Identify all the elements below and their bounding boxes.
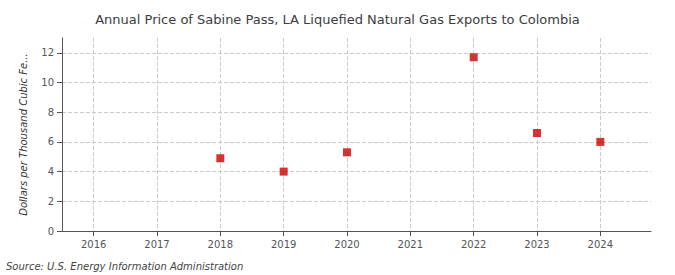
svg-text:Annual Price of Sabine Pass, L: Annual Price of Sabine Pass, LA Liquefie…	[95, 12, 580, 27]
svg-text:Source: U.S. Energy Informatio: Source: U.S. Energy Information Administ…	[6, 261, 243, 272]
svg-text:6: 6	[48, 136, 54, 147]
svg-text:8: 8	[48, 107, 54, 118]
svg-text:10: 10	[41, 77, 54, 88]
svg-text:2021: 2021	[398, 239, 423, 250]
svg-text:2: 2	[48, 196, 54, 207]
svg-text:2020: 2020	[334, 239, 359, 250]
svg-text:Dollars per Thousand Cubic Fe.: Dollars per Thousand Cubic Fe...	[18, 53, 29, 215]
svg-text:2019: 2019	[271, 239, 296, 250]
svg-text:2023: 2023	[524, 239, 549, 250]
svg-text:2022: 2022	[461, 239, 486, 250]
svg-text:0: 0	[48, 226, 54, 237]
svg-text:2024: 2024	[588, 239, 613, 250]
svg-text:2018: 2018	[208, 239, 233, 250]
svg-text:2017: 2017	[144, 239, 169, 250]
svg-text:12: 12	[41, 47, 54, 58]
svg-text:4: 4	[48, 166, 54, 177]
svg-text:2016: 2016	[81, 239, 106, 250]
